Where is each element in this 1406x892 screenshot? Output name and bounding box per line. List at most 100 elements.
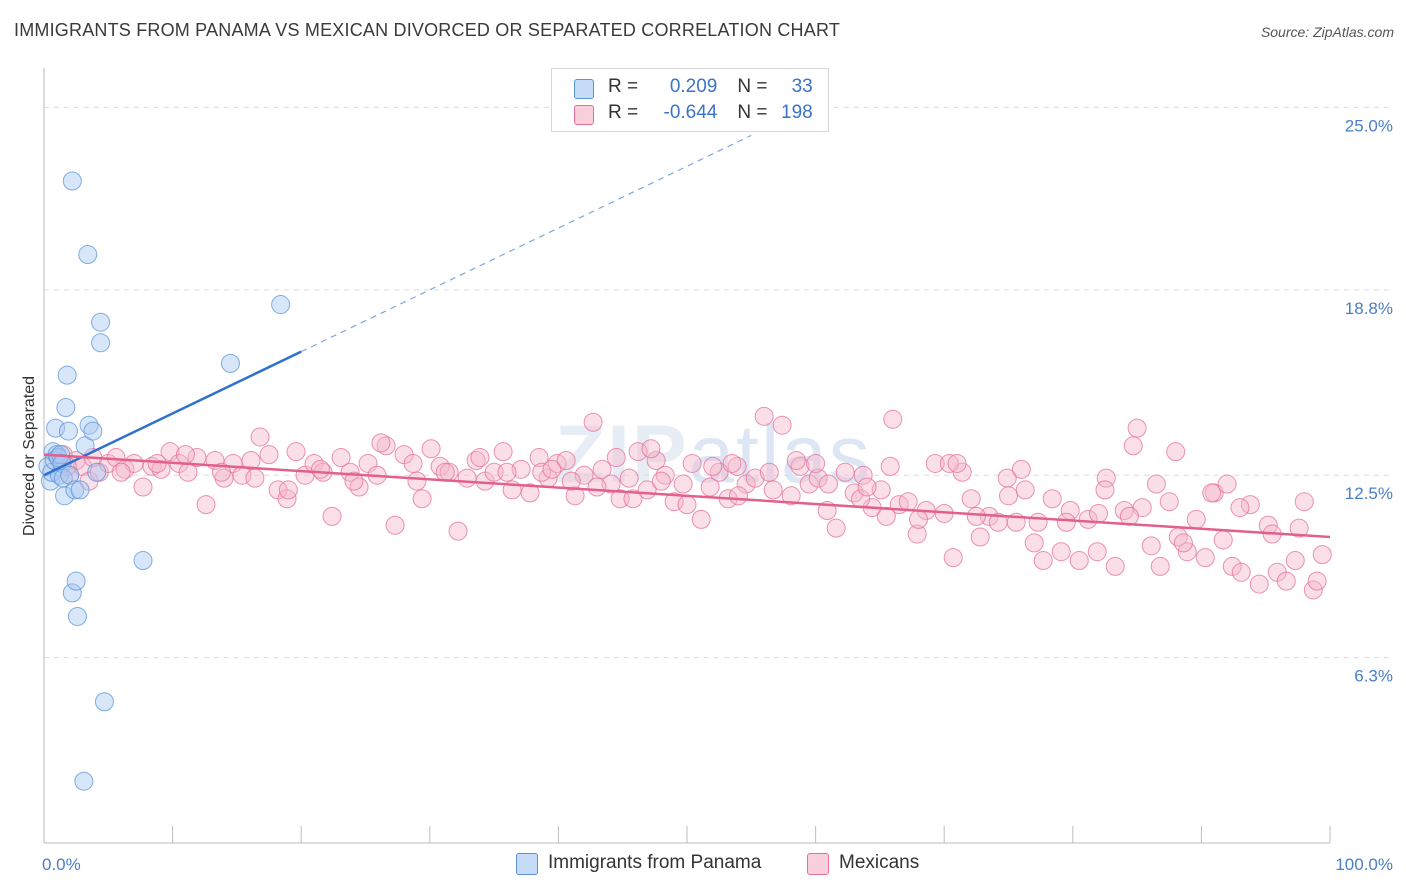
mexicans-point <box>736 474 756 494</box>
legend-n-value: 33 <box>791 76 813 97</box>
mexicans-point <box>808 468 828 488</box>
panama-trend-line <box>43 350 302 477</box>
mexicans-point <box>1078 509 1098 529</box>
mexicans-point <box>587 477 607 497</box>
mexicans-point <box>728 486 748 506</box>
mexicans-point <box>349 477 369 497</box>
mexicans-point <box>310 459 330 479</box>
mexicans-point <box>1195 548 1215 568</box>
mexicans-point <box>259 445 279 465</box>
mexicans-point <box>745 468 765 488</box>
mexicans-point <box>925 453 945 473</box>
mexicans-point <box>799 474 819 494</box>
mexicans-point <box>1141 536 1161 556</box>
mexicans-point <box>961 489 981 509</box>
mexicans-point <box>574 465 594 485</box>
legend-n-value: 198 <box>781 102 813 123</box>
axis-labels: 6.3% 12.5% 18.8% 25.0% 0.0% 100.0% Divorced or… <box>21 116 1393 874</box>
panama-point <box>83 421 103 441</box>
mexicans-point <box>623 489 643 509</box>
mexicans-point <box>250 427 270 447</box>
mexicans-point <box>407 471 427 491</box>
legend-r-label: R = <box>608 102 644 123</box>
mexicans-point <box>1146 474 1166 494</box>
mexicans-point <box>759 462 779 482</box>
mexicans-point <box>1307 571 1327 591</box>
mexicans-point <box>1127 418 1147 438</box>
mexicans-point <box>628 442 648 462</box>
mexicans-point <box>646 451 666 470</box>
mexicans-point <box>1222 556 1242 576</box>
mexicans-points <box>53 406 1332 600</box>
mexicans-point <box>883 409 903 429</box>
mexicans-point <box>677 495 697 515</box>
legend-n-label: N = <box>737 102 773 123</box>
mexicans-point <box>641 439 661 459</box>
mexicans-point <box>561 471 581 491</box>
mexicans-point <box>880 456 900 476</box>
y-tick-label: 18.8% <box>1345 299 1393 318</box>
mexicans-point <box>1056 512 1076 532</box>
panama-point <box>74 771 94 791</box>
panama-point <box>62 583 82 603</box>
mexicans-point <box>857 477 877 497</box>
panama-point <box>94 692 114 712</box>
mexicans-point <box>999 486 1018 506</box>
mexicans-point <box>1285 551 1305 571</box>
panama-trend-extension <box>300 134 752 353</box>
mexicans-point <box>435 462 455 482</box>
panama-point <box>220 353 240 373</box>
mexicans-point <box>376 436 396 456</box>
mexicans-point <box>700 477 720 497</box>
mexicans-point <box>322 506 342 526</box>
legend-n-label: N = <box>737 76 773 97</box>
mexicans-point <box>619 468 639 488</box>
mexicans-point <box>385 515 405 535</box>
mexicans-point <box>1024 533 1044 553</box>
panama-point <box>133 551 153 571</box>
mexicans-point <box>1028 512 1048 532</box>
mexicans-point <box>655 465 675 485</box>
mexicans-trend-line <box>43 453 1331 539</box>
legend-r-value: -0.644 <box>663 102 718 123</box>
mexicans-point <box>344 471 364 491</box>
mexicans-point <box>412 489 432 509</box>
mexicans-point <box>1095 480 1115 500</box>
mexicans-point <box>245 468 265 488</box>
mexicans-point <box>556 451 576 470</box>
mexicans-point <box>939 453 959 473</box>
mexicans-point <box>664 492 684 512</box>
source-label: Source: ZipAtlas.com <box>1260 24 1394 40</box>
mexicans-point <box>371 433 391 453</box>
mexicans-point <box>1276 571 1296 591</box>
chart-title: IMMIGRANTS FROM PANAMA VS MEXICAN DIVORC… <box>14 20 841 40</box>
legend-swatch-mexicans <box>574 105 594 125</box>
mexicans-point <box>403 453 423 473</box>
mexicans-point <box>691 509 711 529</box>
panama-point <box>66 571 86 591</box>
mexicans-point <box>907 524 927 544</box>
mexicans-point <box>651 471 671 491</box>
panama-point <box>67 606 87 626</box>
mexicans-point <box>970 527 990 547</box>
mexicans-point <box>947 453 967 473</box>
mexicans-point <box>601 474 621 494</box>
mexicans-point <box>1011 459 1031 479</box>
mexicans-point <box>1087 542 1107 562</box>
panama-points <box>38 171 291 791</box>
mexicans-point <box>682 453 702 473</box>
mexicans-point <box>1230 498 1250 518</box>
panama-point <box>65 480 85 500</box>
mexicans-point <box>1289 518 1309 538</box>
mexicans-point <box>1089 503 1109 523</box>
mexicans-point <box>786 451 806 470</box>
mexicans-point <box>1051 542 1071 562</box>
y-tick-label: 12.5% <box>1345 484 1393 503</box>
mexicans-point <box>520 483 540 503</box>
mexicans-point <box>871 480 891 500</box>
panama-point <box>271 295 291 315</box>
mexicans-point <box>565 486 585 506</box>
mexicans-point <box>1150 556 1170 576</box>
panama-point <box>46 418 66 438</box>
